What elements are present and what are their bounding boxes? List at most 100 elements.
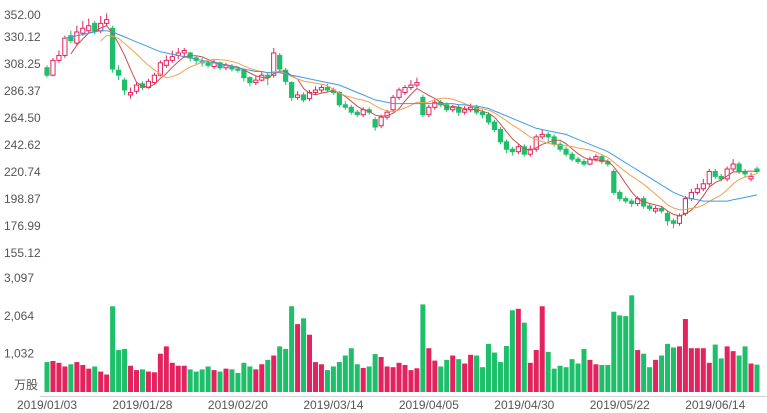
volume-bar xyxy=(527,362,533,392)
volume-bar xyxy=(223,368,229,392)
volume-bar xyxy=(122,348,128,392)
candle-body xyxy=(575,158,581,163)
candle-body xyxy=(664,212,671,222)
volume-bar xyxy=(754,364,760,392)
volume-bar xyxy=(235,373,241,392)
candle-body xyxy=(450,106,456,111)
candle-body xyxy=(533,136,539,150)
volume-bar xyxy=(98,371,104,392)
x-tick-label: 2019/01/28 xyxy=(112,398,172,412)
volume-bar xyxy=(312,362,318,392)
candle-body xyxy=(485,114,492,123)
volume-bar xyxy=(68,364,74,392)
volume-bar xyxy=(56,362,62,392)
volume-bar xyxy=(104,374,110,392)
volume-bar xyxy=(700,348,706,392)
volume-bar xyxy=(110,306,116,392)
volume-bar xyxy=(718,358,724,392)
x-tick-label: 2019/03/14 xyxy=(303,398,363,412)
volume-bar xyxy=(74,362,80,392)
volume-bar xyxy=(551,368,557,392)
volume-bar xyxy=(635,350,641,392)
candle-body xyxy=(127,91,134,96)
volume-bar xyxy=(593,364,599,392)
volume-bar xyxy=(408,370,414,392)
volume-bar xyxy=(289,306,295,392)
candle-body xyxy=(289,82,295,98)
volume-bar xyxy=(283,348,289,392)
candle-body xyxy=(748,175,754,180)
x-tick-label: 2019/05/22 xyxy=(590,398,650,412)
volume-bar xyxy=(647,367,653,392)
candle-body xyxy=(151,74,157,84)
volume-bar xyxy=(474,355,480,392)
x-tick-label: 2019/01/03 xyxy=(17,398,77,412)
volume-bar xyxy=(145,371,151,392)
candle-body xyxy=(271,52,277,76)
candle-body xyxy=(277,54,283,70)
candle-body xyxy=(74,31,80,44)
volume-bar xyxy=(420,304,426,392)
volume-bar xyxy=(456,359,462,392)
volume-bar xyxy=(611,311,617,392)
candle-body xyxy=(253,79,259,84)
volume-bar xyxy=(301,318,307,392)
candle-body xyxy=(563,148,569,155)
candle-body xyxy=(104,19,110,24)
candle-body xyxy=(688,191,694,200)
candle-body xyxy=(56,54,62,61)
volume-bar xyxy=(402,364,408,392)
volume-bar xyxy=(712,344,718,392)
volume-bar xyxy=(557,365,563,392)
volume-bar xyxy=(605,364,611,392)
volume-bar xyxy=(390,367,396,392)
volume-bar xyxy=(629,295,635,392)
candle-body xyxy=(682,198,689,214)
candle-body xyxy=(80,27,86,34)
volume-bar xyxy=(563,367,569,392)
volume-bar xyxy=(187,369,193,392)
x-tick-label: 2019/06/14 xyxy=(685,398,745,412)
volume-bar xyxy=(360,367,366,392)
volume-bar xyxy=(80,364,86,392)
volume-bar xyxy=(694,348,700,392)
candle-body xyxy=(509,148,515,153)
volume-bar xyxy=(623,316,629,392)
candle-body xyxy=(623,198,629,202)
candle-body xyxy=(581,161,587,165)
candle-body xyxy=(62,37,68,56)
volume-bar xyxy=(724,346,730,392)
candle-body xyxy=(736,163,742,172)
volume-bar xyxy=(653,359,659,392)
candle-body xyxy=(420,96,426,116)
volume-bar xyxy=(491,352,497,392)
volume-bar xyxy=(706,362,712,392)
volume-bar xyxy=(378,356,384,392)
volume-bar xyxy=(587,359,593,392)
volume-bar xyxy=(342,355,348,392)
volume-bar xyxy=(163,346,169,392)
volume-bar xyxy=(468,354,474,392)
candle-body xyxy=(121,79,128,91)
candle-body xyxy=(300,94,307,101)
candle-body xyxy=(396,89,402,98)
volume-bar xyxy=(414,368,420,392)
candle-body xyxy=(694,188,700,193)
candle-body xyxy=(92,22,98,32)
volume-bar xyxy=(62,366,68,392)
volume-bar xyxy=(151,372,157,392)
volume-bar xyxy=(44,362,50,392)
candle-body xyxy=(527,148,533,155)
volume-bar xyxy=(128,365,134,392)
volume-bar xyxy=(295,324,301,392)
volume-bar xyxy=(569,359,575,392)
candle-body xyxy=(676,215,683,224)
candle-body xyxy=(557,143,563,150)
volume-bar xyxy=(175,365,181,392)
candle-body xyxy=(593,156,599,160)
candle-body xyxy=(372,119,378,128)
candle-body xyxy=(115,69,122,76)
candle-body xyxy=(342,104,348,108)
volume-bar xyxy=(396,362,402,392)
candle-body xyxy=(730,163,736,170)
